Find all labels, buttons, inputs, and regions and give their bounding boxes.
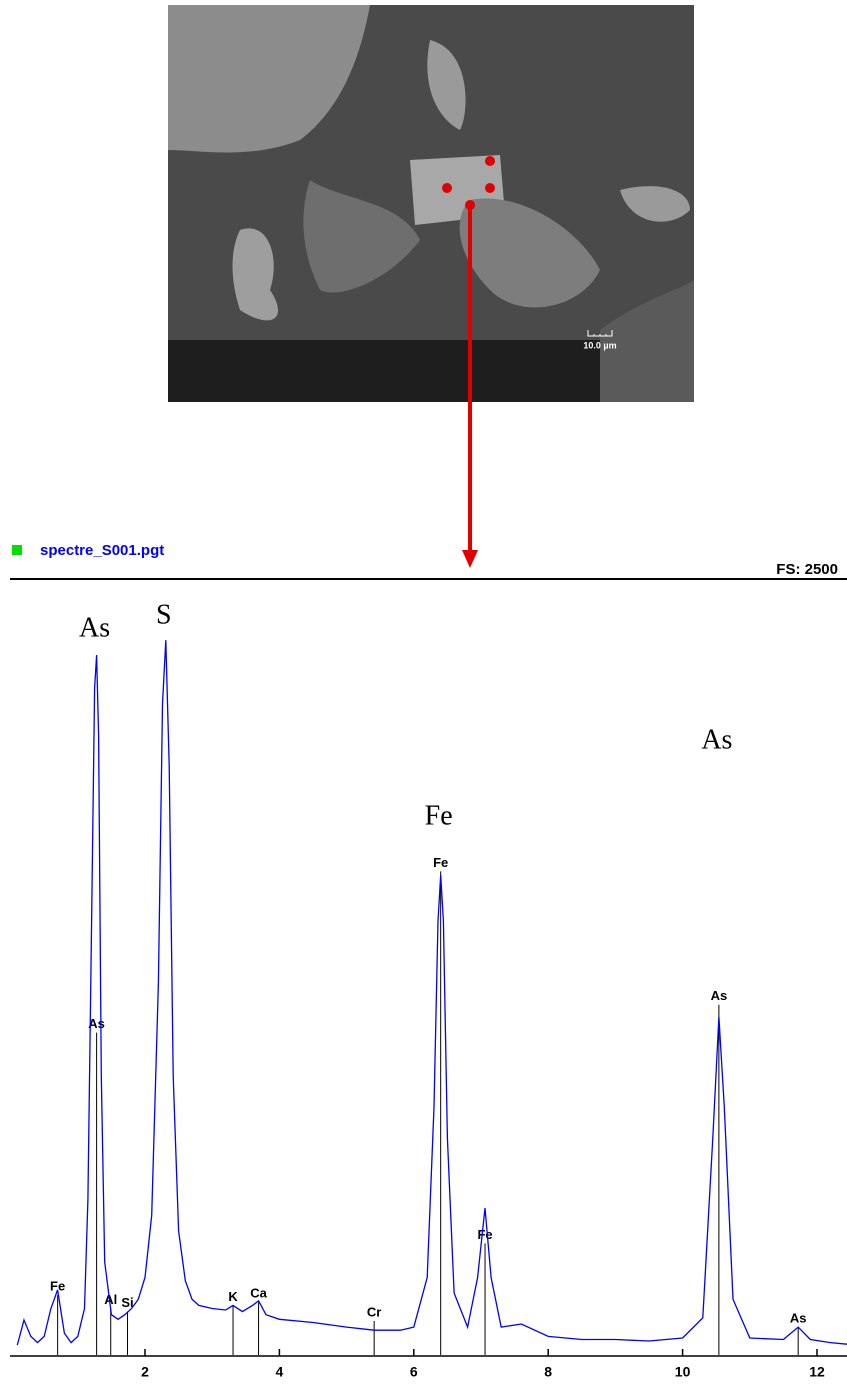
peak-annotation: Fe [425, 800, 453, 831]
x-tick-label: 8 [544, 1364, 552, 1380]
arrow-head [462, 550, 478, 568]
element-label: Ca [250, 1286, 267, 1301]
legend-label: spectre_S001.pgt [40, 542, 164, 559]
peak-annotation: S [156, 599, 172, 630]
scale-bar-label: 10.0 µm [583, 340, 616, 350]
element-label: Fe [477, 1227, 492, 1242]
peak-annotation: As [79, 612, 110, 643]
x-tick-label: 12 [809, 1364, 825, 1380]
x-tick-label: 6 [410, 1364, 418, 1380]
element-label: Fe [50, 1279, 65, 1294]
element-label: Al [104, 1292, 117, 1307]
x-tick-label: 4 [276, 1364, 284, 1380]
element-label: As [790, 1311, 807, 1326]
spectrum-line [16, 640, 847, 1346]
peak-annotation: As [701, 724, 732, 755]
element-label: Cr [367, 1304, 381, 1319]
legend-swatch [12, 545, 22, 555]
sem-image: 10.0 µm [168, 5, 694, 402]
element-label: Si [121, 1295, 133, 1310]
element-label: As [711, 988, 728, 1003]
x-tick-label: 10 [675, 1364, 691, 1380]
x-tick-label: 2 [141, 1364, 149, 1380]
full-scale: FS: 2500 [776, 561, 838, 578]
element-label: K [228, 1289, 238, 1304]
element-label: Fe [433, 855, 448, 870]
